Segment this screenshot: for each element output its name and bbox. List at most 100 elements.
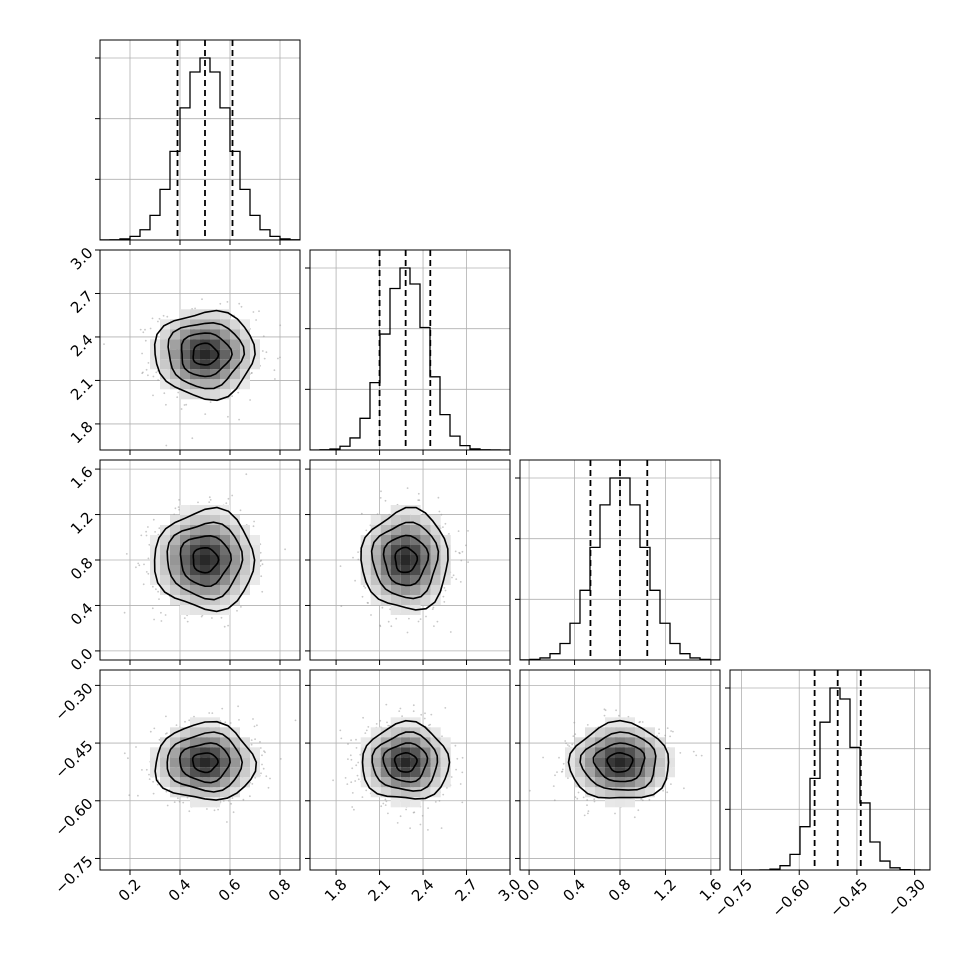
- density-cell: [210, 389, 220, 400]
- density-cell: [230, 319, 240, 330]
- density-cell: [240, 535, 250, 545]
- sample-point: [568, 745, 571, 747]
- sample-point: [259, 551, 262, 554]
- density-cell: [230, 595, 240, 605]
- density-cell: [400, 585, 411, 595]
- sample-point: [362, 716, 364, 719]
- panel-3-3: [725, 669, 931, 875]
- sample-point: [135, 746, 137, 748]
- y-tick-label: 0.0: [67, 645, 97, 675]
- panel-3-2: [515, 669, 721, 875]
- density-cell: [200, 309, 210, 320]
- sample-point: [254, 738, 256, 741]
- sample-point: [340, 605, 343, 607]
- density-cell: [180, 359, 190, 370]
- density-cell: [200, 565, 210, 575]
- sample-point: [256, 724, 258, 727]
- sample-point: [125, 553, 128, 555]
- sample-point: [363, 585, 365, 587]
- x-tick-label: 2.1: [364, 875, 394, 905]
- density-cell: [605, 777, 615, 788]
- sample-point: [573, 721, 576, 724]
- sample-point: [183, 404, 186, 406]
- density-cell: [220, 349, 230, 360]
- density-cell: [410, 757, 421, 768]
- sample-point: [273, 369, 276, 372]
- sample-point: [142, 331, 145, 334]
- sample-point: [217, 808, 220, 811]
- sample-point: [561, 770, 564, 773]
- y-tick-label: 1.2: [67, 508, 97, 538]
- sample-point: [227, 799, 230, 802]
- sample-point: [379, 497, 382, 499]
- density-cell: [190, 767, 200, 778]
- density-cell: [655, 737, 665, 748]
- sample-point: [294, 719, 297, 722]
- sample-point: [658, 728, 660, 731]
- sample-point: [123, 611, 126, 614]
- density-cell: [220, 757, 230, 768]
- density-cell: [190, 309, 200, 320]
- sample-point: [346, 783, 349, 785]
- sample-point: [406, 631, 409, 634]
- density-cell: [180, 757, 190, 768]
- density-cell: [200, 535, 210, 545]
- sample-point: [457, 530, 460, 532]
- sample-point: [184, 720, 186, 723]
- sample-point: [428, 724, 430, 727]
- density-cell: [645, 737, 655, 748]
- sample-point: [351, 792, 354, 794]
- density-cell: [370, 595, 381, 605]
- contour-line: [361, 719, 451, 800]
- density-cell: [410, 505, 421, 515]
- sample-point: [152, 375, 155, 378]
- density-cell: [210, 797, 220, 808]
- density-cell: [635, 757, 645, 768]
- sample-point: [424, 712, 426, 715]
- density-cell: [585, 767, 595, 778]
- density-cell: [240, 555, 250, 565]
- sample-point: [165, 715, 167, 718]
- panel-content: [332, 703, 464, 831]
- sample-point: [364, 732, 367, 734]
- density-cell: [200, 319, 210, 330]
- density-cell: [220, 535, 230, 545]
- density-cell: [160, 359, 170, 370]
- density-cell: [180, 505, 190, 515]
- density-cell: [200, 595, 210, 605]
- density-cell: [370, 757, 381, 768]
- sample-point: [152, 792, 155, 795]
- sample-point: [183, 617, 186, 619]
- density-cell: [420, 565, 431, 575]
- sample-point: [237, 391, 240, 394]
- sample-point: [251, 372, 253, 374]
- density-cell: [160, 575, 170, 585]
- density-cell: [390, 565, 401, 575]
- sample-point: [441, 735, 443, 738]
- sample-point: [238, 418, 241, 421]
- sample-point: [380, 805, 383, 808]
- density-cell: [250, 565, 260, 575]
- density-cell: [210, 535, 220, 545]
- density-cell: [200, 389, 210, 400]
- sample-point: [279, 324, 282, 327]
- sample-point: [349, 754, 352, 757]
- sample-point: [442, 526, 444, 528]
- sample-point: [574, 733, 577, 736]
- density-cell: [400, 545, 411, 555]
- density-cell: [380, 535, 391, 545]
- sample-point: [440, 827, 443, 829]
- sample-point: [166, 315, 169, 318]
- x-tick-label: 0.8: [605, 875, 635, 905]
- density-cell: [170, 565, 180, 575]
- sample-point: [577, 791, 580, 794]
- sample-point: [405, 808, 407, 811]
- density-cell: [380, 757, 391, 768]
- density-cell: [410, 767, 421, 778]
- density-cell: [370, 777, 381, 788]
- sample-point: [163, 392, 166, 395]
- sample-point: [259, 747, 262, 749]
- density-cell: [220, 585, 230, 595]
- sample-point: [444, 589, 447, 592]
- sample-point: [254, 776, 257, 779]
